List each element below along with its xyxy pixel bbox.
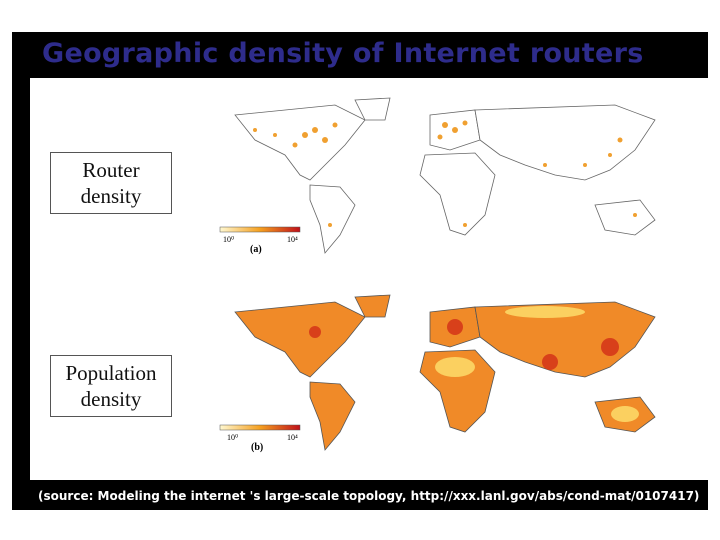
- population-map: 10⁰ 10⁴ (b): [219, 294, 656, 453]
- panel-caption: (a): [250, 244, 262, 255]
- scale-max: 10⁴: [287, 433, 298, 442]
- scale-min: 10⁰: [227, 433, 238, 442]
- scale-max: 10⁴: [287, 235, 298, 244]
- scale-min: 10⁰: [223, 235, 234, 244]
- panel-label: Population density: [50, 355, 172, 417]
- router-map: 10⁰ 10⁴ (a): [219, 97, 656, 255]
- source-note: (source: Modeling the internet 's large-…: [38, 489, 700, 503]
- slide-title: Geographic density of Internet routers: [42, 38, 644, 69]
- panel-caption: (b): [251, 442, 263, 453]
- panel-label: Router density: [50, 152, 172, 214]
